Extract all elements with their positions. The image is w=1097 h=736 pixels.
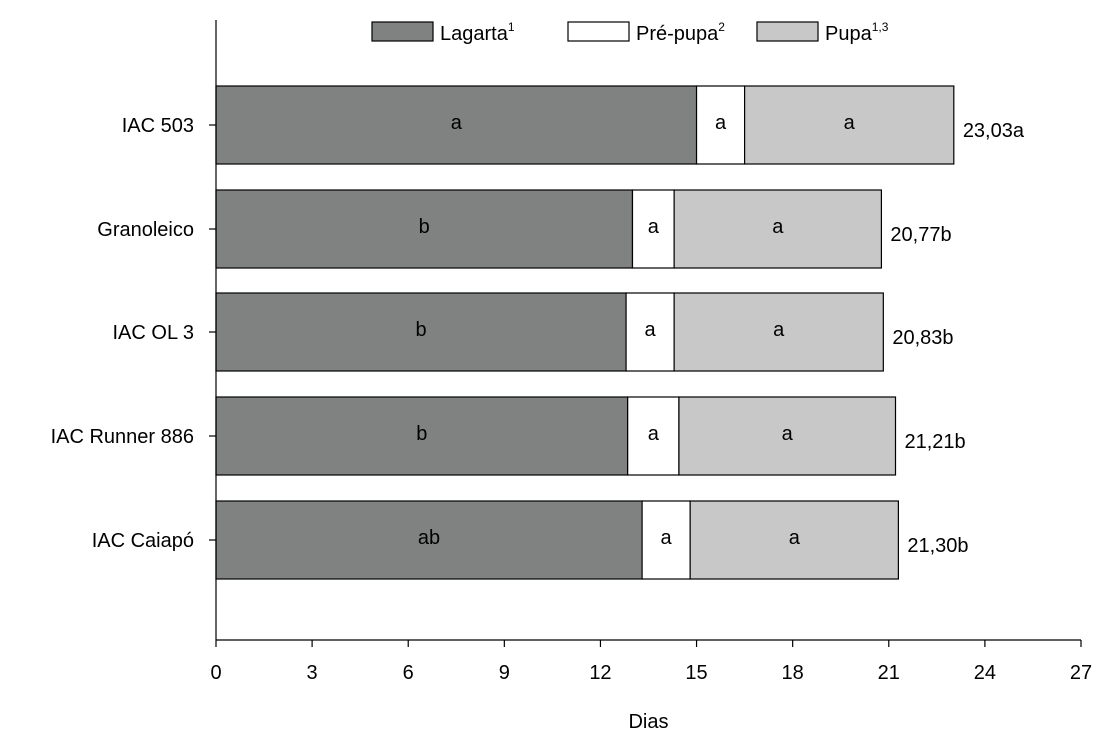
bar-segment-prpupa [625,292,675,372]
bar-segment-lagarta [215,292,627,372]
category-label: Granoleico [97,219,194,241]
bar-segment-label: a [451,112,463,134]
x-tick-label: 6 [403,662,414,684]
x-tick-label: 24 [974,662,996,684]
category-label: IAC OL 3 [112,322,194,344]
bar-segment-label: a [789,527,801,549]
category-label: IAC Runner 886 [51,426,194,448]
bar-segment-label: a [772,216,784,238]
bar-segment-pupa [689,500,899,580]
total-label: 21,21b [905,431,966,453]
x-tick-label: 9 [499,662,510,684]
bar-segment-pupa [678,396,897,476]
total-label: 23,03a [963,120,1025,142]
x-tick-label: 0 [210,662,221,684]
x-tick-label: 12 [589,662,611,684]
total-label: 21,30b [907,535,968,557]
bar-segment-label: a [648,216,660,238]
bar-segment-label: b [415,319,426,341]
legend-label: Lagarta1 [440,20,515,45]
legend-label: Pré-pupa2 [636,20,725,45]
bar-segment-pupa [673,189,883,269]
legend-superscript: 1 [508,20,515,34]
legend-swatch [371,21,434,42]
category-label: IAC Caiapó [92,530,194,552]
bar-segment-label: a [661,527,673,549]
bar-segment-lagarta [215,500,643,580]
x-tick-label: 3 [307,662,318,684]
bar-segment-label: b [419,216,430,238]
x-tick-label: 21 [878,662,900,684]
bar-segment-pupa [744,85,955,165]
legend-superscript: 2 [718,20,725,34]
x-tick-label: 15 [685,662,707,684]
bar-segment-label: a [844,112,856,134]
legend-label: Pupa1,3 [825,20,889,45]
legend-superscript: 1,3 [872,20,889,34]
bar-segment-prpupa [695,85,746,165]
bar-segment-label: a [715,112,727,134]
x-tick-label: 18 [782,662,804,684]
bar-segment-label: a [645,319,657,341]
x-tick-label: 27 [1070,662,1092,684]
bar-segment-prpupa [631,189,675,269]
total-label: 20,83b [892,327,953,349]
bar-segment-label: b [416,423,427,445]
total-label: 20,77b [890,224,951,246]
legend: Lagarta1 Pré-pupa2 Pupa1,3 [371,20,889,45]
bar-segment-label: ab [418,527,440,549]
bar-segment-lagarta [215,396,629,476]
bars: a a a 23,03a b a a 20,77b b a a 20,83b b a a 21,21b ab a a… [215,85,1025,580]
x-axis-title: Dias [628,711,668,733]
bar-segment-label: a [782,423,794,445]
bar-segment-prpupa [641,500,691,580]
bar-segment-label: a [648,423,660,445]
legend-swatch [756,21,819,42]
bar-segment-pupa [673,292,884,372]
bar-segment-lagarta [215,85,698,165]
bar-segment-lagarta [215,189,634,269]
bar-segment-label: a [773,319,785,341]
category-label: IAC 503 [122,115,194,137]
legend-swatch [567,21,630,42]
